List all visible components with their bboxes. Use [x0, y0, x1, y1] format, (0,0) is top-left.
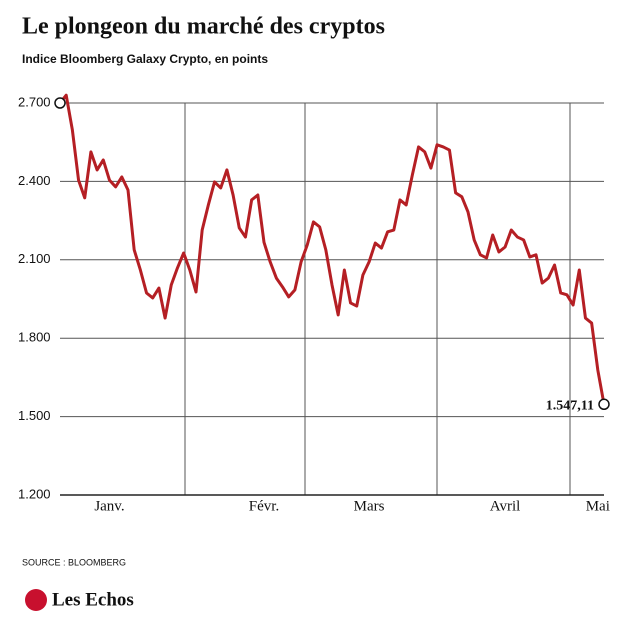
point-marker [598, 398, 610, 411]
y-tick-label: 2.700 [18, 94, 51, 109]
logo-icon [25, 589, 47, 611]
chart-title: Le plongeon du marché des cryptos [22, 14, 385, 40]
point-marker [54, 97, 66, 109]
y-tick-label: 1.200 [18, 486, 51, 501]
x-tick-label: Avril [490, 498, 521, 514]
value-label: 1.547,11 [546, 399, 594, 414]
x-tick-label: Mai [586, 498, 610, 514]
source: SOURCE : BLOOMBERG [22, 557, 126, 567]
chart-subtitle: Indice Bloomberg Galaxy Crypto, en point… [22, 52, 268, 66]
price-line [58, 93, 606, 405]
x-tick-label: Mars [354, 498, 385, 514]
month-separators [184, 103, 571, 495]
y-tick-label: 1.800 [18, 330, 51, 345]
y-tick-label: 1.500 [18, 408, 51, 423]
x-tick-label: Févr. [249, 498, 279, 514]
y-tick-label: 2.100 [18, 251, 51, 266]
x-tick-label: Janv. [94, 498, 124, 514]
logo: Les Echos [52, 589, 134, 610]
y-tick-label: 2.400 [18, 173, 51, 188]
